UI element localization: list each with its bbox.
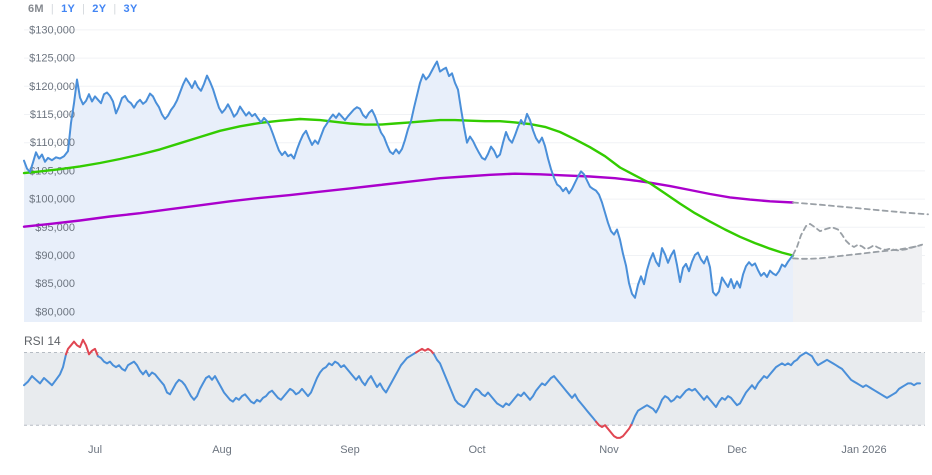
- y-axis-label: $120,000: [29, 81, 75, 93]
- x-axis-label: Oct: [468, 444, 485, 456]
- rsi-line-segment: [631, 351, 921, 425]
- price-line: [23, 60, 794, 299]
- range-option-6m[interactable]: 6M: [28, 3, 44, 15]
- y-axis-label: $90,000: [35, 250, 75, 262]
- ma-long-forecast-line: [792, 201, 929, 216]
- range-separator: |: [113, 3, 117, 15]
- rsi-line-segment: [65, 338, 99, 358]
- ma-short-50d-line: [22, 117, 795, 257]
- range-separator: |: [50, 3, 55, 15]
- x-axis-label: Dec: [727, 444, 747, 456]
- x-axis-label: Nov: [599, 444, 619, 456]
- rsi-band: [24, 352, 925, 426]
- y-axis-label: $80,000: [35, 306, 75, 318]
- x-axis-label: Jul: [88, 444, 102, 456]
- range-separator: |: [82, 3, 86, 15]
- y-axis-label: $125,000: [29, 53, 75, 65]
- range-selector: 6M | 1Y | 2Y | 3Y: [28, 3, 138, 15]
- price-area-fill: [24, 61, 793, 322]
- rsi-line-segment: [97, 351, 417, 405]
- rsi-line-segment: [23, 353, 67, 387]
- y-axis-label: $110,000: [30, 137, 75, 149]
- forecast-lower-line: [792, 243, 923, 260]
- x-axis-label: Aug: [212, 444, 232, 456]
- rsi-line-segment: [595, 420, 633, 439]
- ma-long-200d-line: [22, 172, 795, 228]
- x-axis-label: Jan 2026: [841, 444, 886, 456]
- forecast-upper-line: [792, 223, 923, 256]
- y-axis-label: $115,000: [30, 109, 75, 121]
- rsi-indicator-label: RSI 14: [24, 334, 61, 348]
- rsi-line-segment: [433, 353, 597, 423]
- rsi-line-segment: [415, 347, 435, 356]
- range-option-1y[interactable]: 1Y: [61, 3, 76, 15]
- range-option-2y[interactable]: 2Y: [92, 3, 107, 15]
- y-axis-label: $130,000: [29, 24, 75, 36]
- y-axis-label: $100,000: [29, 194, 75, 206]
- forecast-area-fill: [793, 244, 922, 322]
- y-axis-label: $85,000: [35, 278, 75, 290]
- x-axis-label: Sep: [340, 444, 360, 456]
- range-option-3y[interactable]: 3Y: [123, 3, 138, 15]
